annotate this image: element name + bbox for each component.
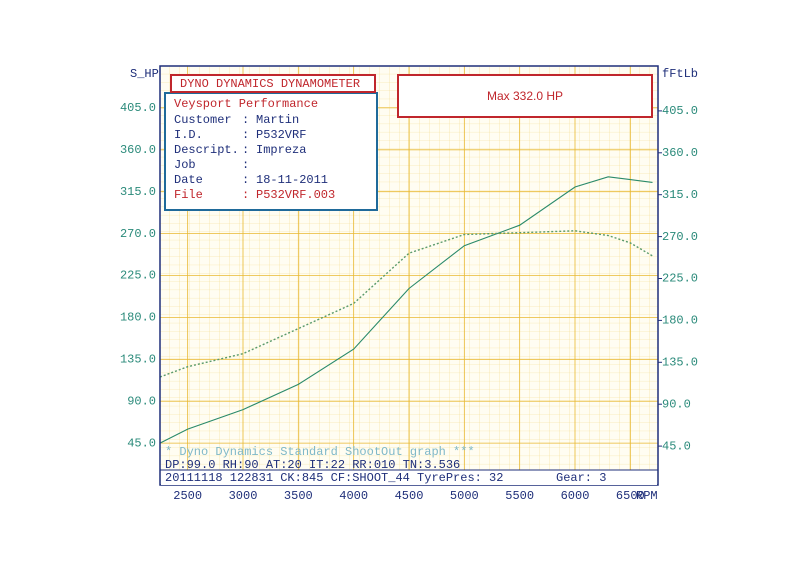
info-sep: : bbox=[242, 158, 249, 172]
info-value: Martin bbox=[256, 113, 299, 127]
info-value: 18-11-2011 bbox=[256, 173, 328, 187]
curves bbox=[159, 176, 653, 444]
x-axis-title: RPM bbox=[636, 489, 658, 503]
info-label: Customer bbox=[174, 113, 232, 127]
max-box: Max 332.0 HP bbox=[397, 74, 653, 118]
info-value: P532VRF bbox=[256, 128, 306, 142]
x-tick-label: 4000 bbox=[339, 489, 368, 503]
y-axis-title: S_HP bbox=[130, 67, 159, 81]
footer-gear: Gear: 3 bbox=[556, 471, 606, 485]
info-sep: : bbox=[242, 143, 249, 157]
info-title: DYNO DYNAMICS DYNAMOMETER bbox=[180, 77, 360, 91]
y2-tick-label: 90.0 bbox=[662, 397, 691, 411]
x-tick-label: 6500 bbox=[616, 489, 645, 503]
y2-tick-label: 180.0 bbox=[662, 314, 698, 328]
info-box: DYNO DYNAMICS DYNAMOMETER Veysport Perfo… bbox=[164, 74, 378, 211]
footer-line: DP:99.0 RH:90 AT:20 IT:22 RR:010 TN:3.53… bbox=[165, 458, 460, 472]
info-sep: : bbox=[242, 188, 249, 202]
y2-tick-label: 315.0 bbox=[662, 188, 698, 202]
footer: * Dyno Dynamics Standard ShootOut graph … bbox=[160, 445, 658, 485]
y2-tick-label: 405.0 bbox=[662, 104, 698, 118]
y2-tick-label: 360.0 bbox=[662, 146, 698, 160]
y2-tick-label: 270.0 bbox=[662, 230, 698, 244]
y2-axis-title: fFtLb bbox=[662, 67, 698, 81]
info-label: Date bbox=[174, 173, 203, 187]
y-tick-label: 270.0 bbox=[120, 227, 156, 241]
y-tick-label: 135.0 bbox=[120, 352, 156, 366]
info-sep: : bbox=[242, 113, 249, 127]
info-sep: : bbox=[242, 128, 249, 142]
info-value: P532VRF.003 bbox=[256, 188, 335, 202]
info-sep: : bbox=[242, 173, 249, 187]
footer-bg bbox=[161, 470, 657, 485]
y-tick-label: 90.0 bbox=[127, 394, 156, 408]
info-title-frame bbox=[170, 74, 376, 93]
x-tick-label: 2500 bbox=[173, 489, 202, 503]
x-tick-label: 5500 bbox=[505, 489, 534, 503]
info-value: Impreza bbox=[256, 143, 306, 157]
x-tick-label: 3000 bbox=[229, 489, 258, 503]
x-tick-label: 5000 bbox=[450, 489, 479, 503]
y-tick-label: 360.0 bbox=[120, 143, 156, 157]
y-tick-label: 315.0 bbox=[120, 185, 156, 199]
y2-tick-label: 135.0 bbox=[662, 355, 698, 369]
x-tick-label: 3500 bbox=[284, 489, 313, 503]
info-frame bbox=[164, 92, 378, 211]
max-label: Max 332.0 HP bbox=[487, 89, 563, 103]
y2-tick-label: 45.0 bbox=[662, 439, 691, 453]
y2-tick-label: 225.0 bbox=[662, 272, 698, 286]
curve bbox=[159, 230, 653, 378]
ticks: 45.0 90.0 135.0 180.0 225.0 270.0 315.0 360.0 40… bbox=[120, 101, 698, 503]
y-tick-label: 225.0 bbox=[120, 269, 156, 283]
x-tick-label: 6000 bbox=[561, 489, 590, 503]
info-rows: Customer: Martin I.D.: P532VRF Descript.: Imp… bbox=[174, 113, 335, 202]
major-grid bbox=[160, 66, 658, 485]
x-tick-label: 4500 bbox=[395, 489, 424, 503]
max-frame bbox=[397, 74, 653, 118]
y-tick-label: 180.0 bbox=[120, 311, 156, 325]
footer-line: 20111118 122831 CK:845 CF:SHOOT_44 TyreP… bbox=[165, 471, 503, 485]
info-label: I.D. bbox=[174, 128, 203, 142]
info-label: File bbox=[174, 188, 203, 202]
info-label: Descript. bbox=[174, 143, 239, 157]
y-tick-label: 45.0 bbox=[127, 436, 156, 450]
footer-line: * Dyno Dynamics Standard ShootOut graph … bbox=[165, 445, 475, 459]
info-label: Job bbox=[174, 158, 196, 172]
y-tick-label: 405.0 bbox=[120, 101, 156, 115]
info-company: Veysport Performance bbox=[174, 97, 318, 111]
curve bbox=[159, 176, 653, 444]
